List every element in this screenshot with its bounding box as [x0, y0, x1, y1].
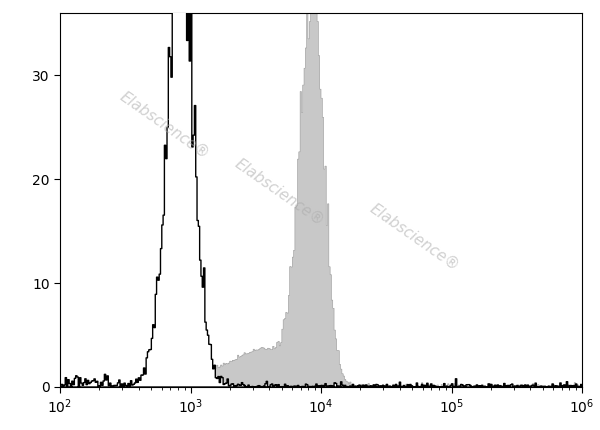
- Text: Elabscience®: Elabscience®: [117, 89, 212, 162]
- Text: Elabscience®: Elabscience®: [232, 156, 327, 229]
- Text: Elabscience®: Elabscience®: [367, 201, 463, 274]
